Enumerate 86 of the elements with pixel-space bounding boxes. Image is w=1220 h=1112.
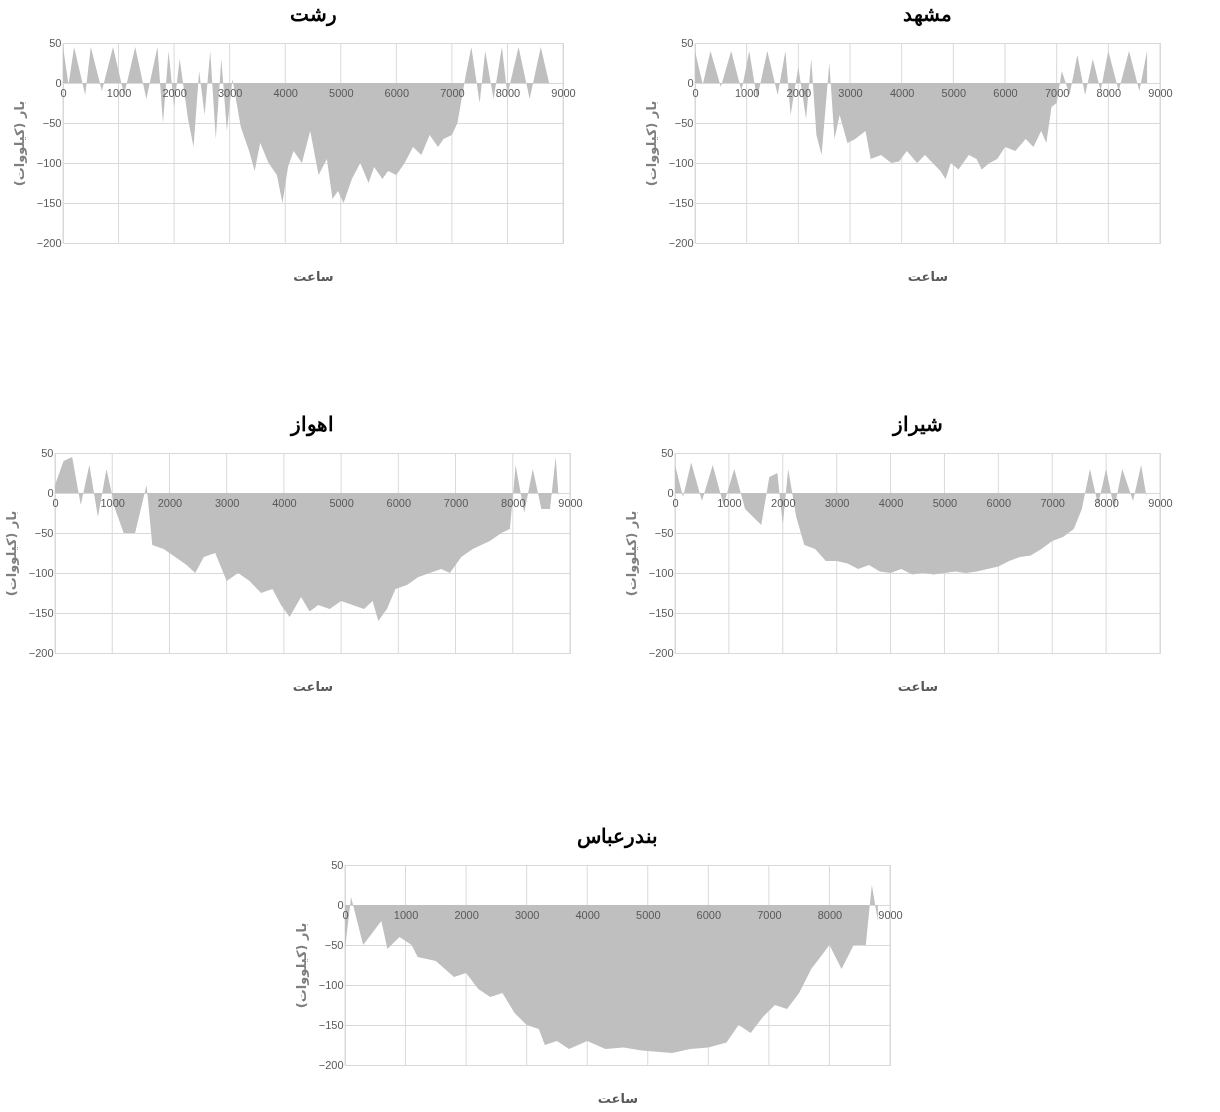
- x-tick-label: 8000: [1096, 86, 1122, 99]
- y-axis-title: بار (کیلووات): [11, 100, 27, 187]
- chart-title: مشهد: [903, 2, 952, 27]
- x-tick-label: 6000: [384, 86, 410, 99]
- y-tick-label: −200: [28, 646, 54, 659]
- y-tick-label: −150: [668, 196, 694, 209]
- y-tick-label: −100: [668, 156, 694, 169]
- x-tick-label: 4000: [878, 496, 904, 509]
- y-tick-label: −200: [36, 236, 62, 249]
- x-tick-label: 4000: [273, 86, 298, 99]
- x-tick-label: 2000: [157, 496, 183, 509]
- y-axis-title: بار (کیلووات): [293, 922, 309, 1009]
- y-tick-label: −100: [28, 566, 54, 579]
- y-tick-label: −50: [34, 526, 54, 539]
- x-tick-label: 7000: [1040, 496, 1065, 509]
- x-tick-label: 9000: [1148, 496, 1173, 509]
- y-tick-label: −150: [648, 606, 674, 619]
- x-tick-label: 3000: [824, 496, 850, 509]
- y-tick-label: 0: [55, 76, 62, 89]
- y-tick-label: −150: [318, 1018, 344, 1031]
- x-axis-title: ساعت: [292, 678, 334, 694]
- x-tick-label: 4000: [575, 908, 600, 921]
- y-axis-title: بار (کیلووات): [643, 100, 659, 187]
- x-axis-title: ساعت: [897, 678, 939, 694]
- y-tick-label: −100: [318, 978, 344, 991]
- x-tick-label: 9000: [878, 908, 903, 921]
- x-tick-label: 1000: [100, 496, 125, 509]
- y-tick-label: 50: [661, 446, 674, 459]
- x-tick-label: 9000: [1148, 86, 1173, 99]
- x-tick-label: 1000: [717, 496, 742, 509]
- y-tick-label: −50: [674, 116, 694, 129]
- x-tick-label: 8000: [1094, 496, 1119, 509]
- x-tick-label: 1000: [106, 86, 132, 99]
- x-axis-title: ساعت: [597, 1090, 639, 1106]
- x-tick-label: 8000: [495, 86, 521, 99]
- y-tick-label: 50: [681, 36, 694, 49]
- y-tick-label: −100: [36, 156, 62, 169]
- y-tick-label: 50: [49, 36, 62, 49]
- x-tick-label: 7000: [443, 496, 469, 509]
- y-axis-title: بار (کیلووات): [623, 510, 639, 597]
- x-tick-label: 4000: [889, 86, 915, 99]
- x-tick-label: 4000: [272, 496, 297, 509]
- x-tick-label: 3000: [214, 496, 240, 509]
- x-tick-label: 3000: [514, 908, 540, 921]
- x-tick-label: 5000: [329, 86, 354, 99]
- y-tick-label: 50: [41, 446, 54, 459]
- y-tick-label: 0: [687, 76, 694, 89]
- x-tick-label: 6000: [993, 86, 1018, 99]
- x-tick-label: 2000: [454, 908, 479, 921]
- x-tick-label: 2000: [786, 86, 812, 99]
- y-axis-title: بار (کیلووات): [3, 510, 19, 597]
- y-tick-label: 50: [331, 858, 344, 871]
- x-tick-label: 5000: [329, 496, 354, 509]
- x-tick-label: 6000: [386, 496, 412, 509]
- y-tick-label: −50: [42, 116, 62, 129]
- y-tick-label: −50: [324, 938, 344, 951]
- y-tick-label: −150: [36, 196, 62, 209]
- x-tick-label: 7000: [757, 908, 782, 921]
- x-tick-label: 6000: [986, 496, 1012, 509]
- chart-title: رشت: [289, 2, 337, 27]
- chart-title: اهواز: [289, 412, 334, 437]
- x-tick-label: 8000: [817, 908, 843, 921]
- y-tick-label: −100: [648, 566, 674, 579]
- x-tick-label: 1000: [393, 908, 419, 921]
- x-tick-label: 6000: [696, 908, 722, 921]
- x-tick-label: 9000: [558, 496, 583, 509]
- x-axis-title: ساعت: [293, 268, 334, 284]
- x-tick-label: 5000: [636, 908, 661, 921]
- chart-title: بندرعباس: [577, 824, 658, 849]
- x-tick-label: 5000: [932, 496, 958, 509]
- x-tick-label: 9000: [551, 86, 576, 99]
- y-tick-label: −200: [648, 646, 674, 659]
- y-tick-label: 0: [337, 898, 344, 911]
- y-tick-label: 0: [47, 486, 54, 499]
- x-tick-label: 2000: [162, 86, 187, 99]
- y-tick-label: −50: [654, 526, 674, 539]
- y-tick-label: −150: [28, 606, 54, 619]
- x-tick-label: 5000: [941, 86, 967, 99]
- chart-title: شیراز: [890, 412, 943, 437]
- x-axis-title: ساعت: [907, 268, 949, 284]
- x-tick-label: 1000: [734, 86, 760, 99]
- y-tick-label: −200: [318, 1058, 344, 1071]
- y-tick-label: −200: [668, 236, 694, 249]
- x-tick-label: 2000: [771, 496, 796, 509]
- y-tick-label: 0: [667, 486, 674, 499]
- x-tick-label: 3000: [838, 86, 863, 99]
